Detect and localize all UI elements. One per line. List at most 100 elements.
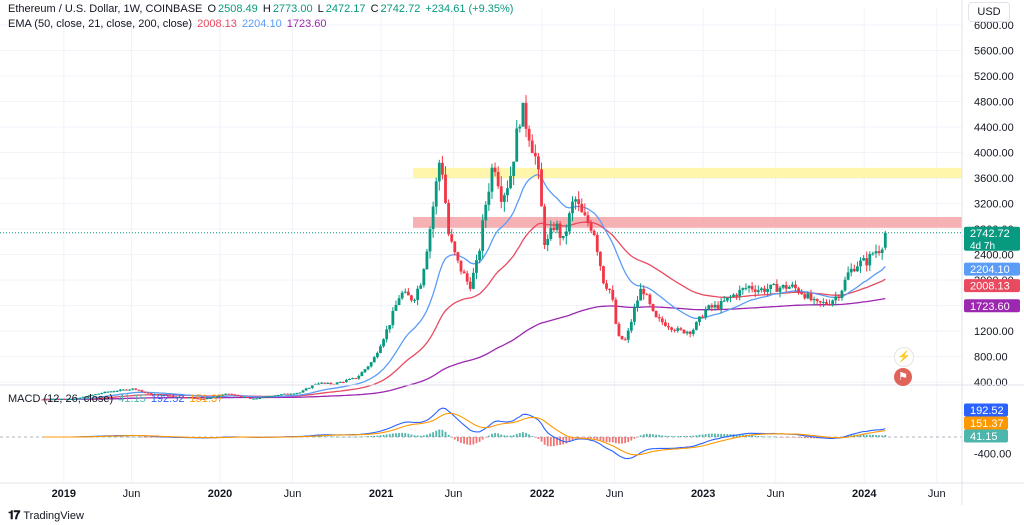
macd-histogram-bar <box>605 437 608 443</box>
candle-body <box>56 399 60 401</box>
candle-body <box>196 398 200 400</box>
candle-body <box>369 362 373 367</box>
candle-body <box>667 326 670 328</box>
macd-histogram-bar <box>469 437 472 446</box>
macd-histogram-bar <box>453 437 456 440</box>
macd-histogram-bar <box>320 436 323 437</box>
candle-body <box>258 398 262 400</box>
candle-body <box>673 329 677 331</box>
time-tick-label: 2024 <box>852 488 877 500</box>
macd-histogram-bar <box>636 437 639 438</box>
macd-histogram-bar <box>367 436 369 437</box>
macd-line-value: 192.52 <box>150 393 185 405</box>
macd-histogram-bar <box>627 437 630 443</box>
candle-body <box>218 395 221 397</box>
currency-button[interactable]: USD <box>968 2 1010 22</box>
macd-histogram-bar <box>683 436 685 437</box>
candle-body <box>769 284 773 290</box>
macd-histogram-bar <box>769 436 772 438</box>
macd-histogram-bar <box>614 437 617 444</box>
macd-histogram-bar <box>153 437 156 438</box>
candle-body <box>657 317 661 319</box>
candle-body <box>103 391 107 394</box>
candle-body <box>149 393 153 395</box>
candle-body <box>614 299 618 324</box>
candle-body <box>248 397 252 399</box>
tradingview-logo[interactable]: 𝟏𝟕 TradingView <box>8 508 84 523</box>
candle-body <box>338 381 342 383</box>
macd-histogram-bar <box>794 437 797 438</box>
macd-histogram-bar <box>717 433 719 437</box>
candle-body <box>406 291 410 296</box>
macd-histogram-bar <box>763 436 766 438</box>
macd-histogram-bar <box>484 437 487 438</box>
macd-histogram-bar <box>531 436 534 437</box>
ema-lines <box>42 173 886 401</box>
candle-body <box>589 223 593 231</box>
flag-icon[interactable]: ⚑ <box>894 368 912 386</box>
candle-body <box>533 152 537 157</box>
candle-body <box>187 397 190 399</box>
change-value: +234.61 (+9.35%) <box>425 3 514 15</box>
ema200-line <box>42 297 886 401</box>
candle-body <box>431 206 435 230</box>
low-label: L <box>317 3 324 15</box>
macd-histogram-bar <box>587 437 589 438</box>
candle-body <box>732 294 735 297</box>
macd-histogram-bar <box>141 437 143 438</box>
candle-body <box>586 215 590 224</box>
macd-histogram-bar <box>314 436 317 437</box>
macd-histogram-bar <box>630 437 633 441</box>
candle-body <box>450 234 454 242</box>
macd-histogram-bar <box>512 435 515 437</box>
price-tick-label: 5200.00 <box>974 71 1014 83</box>
macd-histogram-bar <box>754 435 757 437</box>
candle-body <box>81 396 85 398</box>
brand-name: TradingView <box>23 509 84 522</box>
candle-body <box>227 393 231 395</box>
macd-histogram-bar <box>506 435 509 437</box>
candle-body <box>750 286 754 290</box>
candle-body <box>403 291 407 293</box>
open-label: O <box>207 3 217 15</box>
candle-body <box>605 283 608 289</box>
candle-body <box>552 227 556 230</box>
macd-histogram-bar <box>460 437 462 443</box>
candle-body <box>97 393 101 395</box>
candle-body <box>744 287 748 289</box>
candle-body <box>348 378 351 381</box>
macd-histogram-bar <box>364 436 366 437</box>
candle-body <box>183 397 187 399</box>
candle-body <box>382 339 385 347</box>
price-label-text: 2204.10 <box>970 264 1010 276</box>
candle-body <box>648 294 652 305</box>
candle-body <box>763 288 766 292</box>
candle-body <box>459 260 463 272</box>
macd-histogram-bar <box>407 433 410 437</box>
candle-body <box>174 396 178 398</box>
candle-body <box>877 251 881 253</box>
candle-body <box>760 288 763 291</box>
lightning-icon[interactable]: ⚡ <box>894 347 914 367</box>
macd-histogram-bar <box>515 433 518 437</box>
macd-histogram-bar <box>751 435 754 437</box>
candle-body <box>295 392 299 394</box>
ema-label: EMA (50, close, 21, close, 200, close) <box>8 18 193 30</box>
candle-body <box>320 382 324 384</box>
macd-histogram-bar <box>698 434 701 437</box>
price-tick-label: 4000.00 <box>974 148 1014 160</box>
candle-body <box>679 328 683 330</box>
symbol-legend: Ethereum / U.S. Dollar, 1W, COINBASE O 25… <box>8 3 515 15</box>
macd-legend: MACD (12, 26, close) 41.15 192.52 151.37 <box>8 393 225 405</box>
macd-histogram-bar <box>577 437 580 438</box>
candle-body <box>663 322 667 327</box>
time-tick-label: 2020 <box>208 488 232 500</box>
candle-body <box>410 295 413 301</box>
macd-histogram-bar <box>735 434 738 437</box>
macd-histogram-bar <box>766 436 769 438</box>
macd-histogram-bar <box>701 434 704 437</box>
macd-histogram-bar <box>330 436 332 438</box>
macd-histogram-bar <box>522 432 524 437</box>
candle-body <box>193 397 197 399</box>
